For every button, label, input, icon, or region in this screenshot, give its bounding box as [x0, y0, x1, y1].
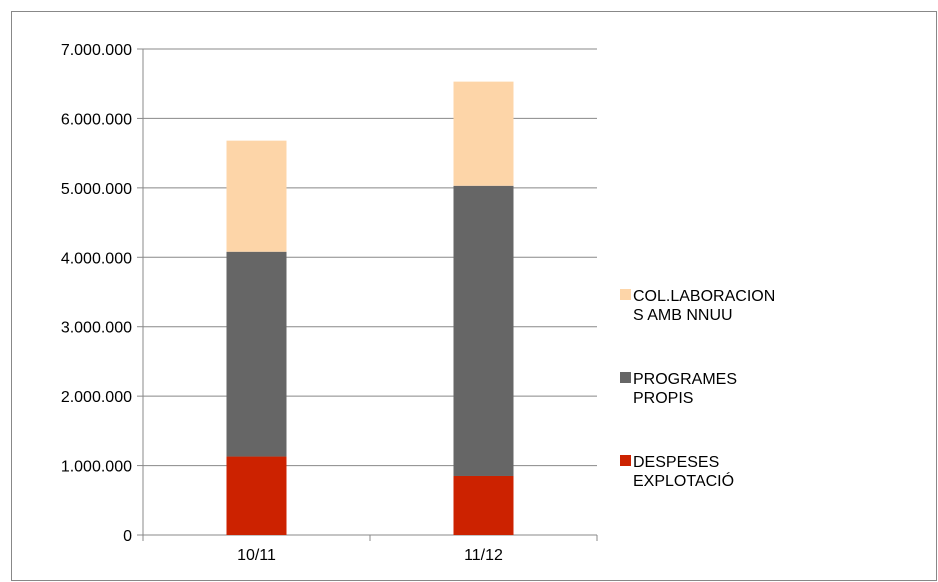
y-tick-label: 0	[123, 528, 132, 545]
legend-item: COL.LABORACION S AMB NNUU	[620, 288, 775, 324]
bar-segment-0-1	[226, 251, 287, 457]
legend-swatch	[620, 289, 631, 300]
y-tick-label: 5.000.000	[61, 181, 132, 198]
legend-label: DESPESES	[633, 454, 719, 471]
legend-item: PROGRAMES PROPIS	[620, 371, 737, 407]
bar-segment-1-2	[453, 81, 514, 186]
legend-label: EXPLOTACIÓ	[633, 471, 734, 490]
x-tick-labels: 10/11 11/12	[237, 547, 503, 564]
legend-label: PROGRAMES	[633, 371, 737, 388]
x-tick-label: 10/11	[237, 547, 276, 564]
y-tick-label: 4.000.000	[61, 250, 132, 267]
bar-segment-1-0	[453, 475, 514, 535]
legend-swatch	[620, 372, 631, 383]
y-tick-label: 3.000.000	[61, 320, 132, 337]
bar-segment-0-0	[226, 456, 287, 535]
legend: COL.LABORACION S AMB NNUU PROGRAMES PROPIS D…	[620, 288, 775, 490]
bars	[226, 81, 514, 535]
x-tick-label: 11/12	[464, 547, 503, 564]
y-tick-labels: 0 1.000.000 2.000.000 3.000.000 4.000.000 5.0…	[61, 42, 132, 545]
bar-segment-1-1	[453, 185, 514, 476]
legend-swatch	[620, 455, 631, 466]
bar-segment-0-2	[226, 140, 287, 252]
legend-label: COL.LABORACION	[633, 288, 775, 305]
y-tick-label: 6.000.000	[61, 111, 132, 128]
y-tick-label: 7.000.000	[61, 42, 132, 59]
gridlines	[143, 48, 597, 467]
y-tick-label: 2.000.000	[61, 389, 132, 406]
y-tick-label: 1.000.000	[61, 459, 132, 476]
axes	[137, 48, 598, 541]
legend-label: PROPIS	[633, 390, 693, 407]
legend-label: S AMB NNUU	[633, 307, 733, 324]
